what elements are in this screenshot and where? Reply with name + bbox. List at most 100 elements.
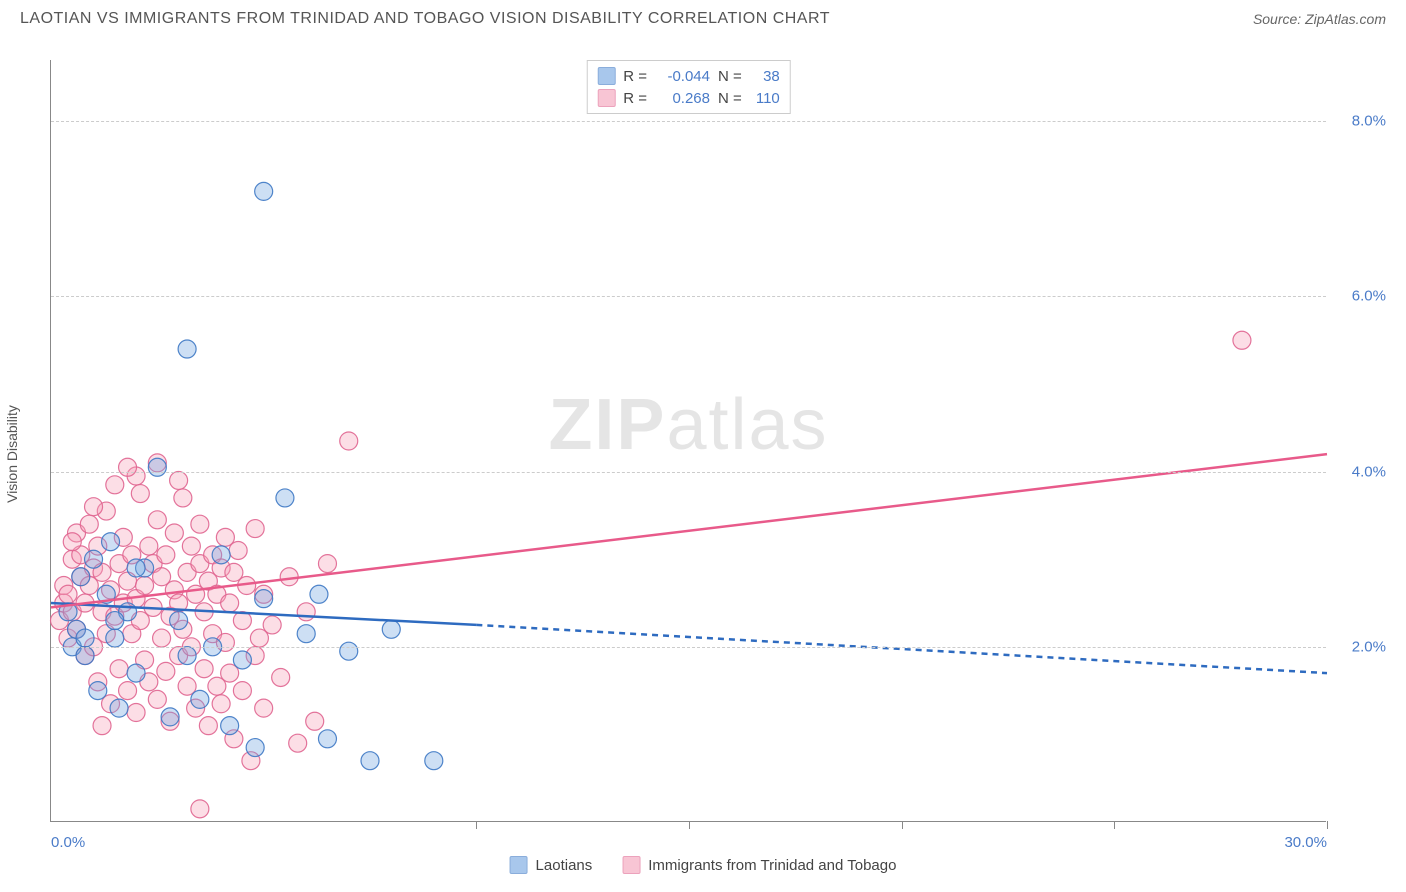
data-point [89,682,107,700]
data-point [178,647,196,665]
gridline [51,296,1326,297]
data-point [127,664,145,682]
data-point [318,555,336,573]
r-value: -0.044 [655,68,710,85]
n-value: 38 [750,68,780,85]
data-point [85,498,103,516]
data-point [246,739,264,757]
legend-label: Laotians [536,857,593,874]
y-tick-label: 4.0% [1352,463,1386,480]
data-point [382,620,400,638]
legend-swatch [597,67,615,85]
data-point [136,577,154,595]
data-point [199,717,217,735]
data-point [76,629,94,647]
data-point [191,800,209,818]
x-tick [1327,821,1328,829]
data-point [361,752,379,770]
x-tick [1114,821,1115,829]
data-point [157,662,175,680]
data-point [148,458,166,476]
data-point [127,704,145,722]
data-point [178,340,196,358]
data-point [297,603,315,621]
data-point [263,616,281,634]
r-label: R = [623,90,647,107]
header: LAOTIAN VS IMMIGRANTS FROM TRINIDAD AND … [0,0,1406,34]
legend-swatch [597,89,615,107]
data-point [255,699,273,717]
legend-item: Laotians [510,856,593,874]
y-axis-label: Vision Disability [4,405,20,503]
data-point [246,520,264,538]
data-point [106,612,124,630]
data-point [272,668,290,686]
data-point [195,660,213,678]
data-point [174,489,192,507]
source-value: ZipAtlas.com [1305,11,1386,27]
data-point [221,594,239,612]
data-point [165,524,183,542]
x-tick-label: 0.0% [51,834,85,851]
data-point [80,515,98,533]
x-tick [689,821,690,829]
data-point [212,695,230,713]
data-point [110,699,128,717]
data-point [318,730,336,748]
data-point [255,590,273,608]
trend-line [51,454,1327,607]
data-point [102,533,120,551]
data-point [340,642,358,660]
n-label: N = [718,68,742,85]
source-label: Source: [1253,11,1301,27]
data-point [85,550,103,568]
data-point [119,458,137,476]
data-point [212,546,230,564]
data-point [297,625,315,643]
data-point [233,682,251,700]
x-tick-label: 30.0% [1284,834,1327,851]
chart-plot-area: ZIPatlas R = -0.044 N = 38 R = 0.268 N =… [50,60,1326,822]
chart-title: LAOTIAN VS IMMIGRANTS FROM TRINIDAD AND … [20,10,830,28]
data-point [306,712,324,730]
series-legend: Laotians Immigrants from Trinidad and To… [510,856,897,874]
data-point [72,568,90,586]
data-point [425,752,443,770]
legend-swatch [622,856,640,874]
n-value: 110 [750,90,780,107]
data-point [59,585,77,603]
scatter-svg [51,60,1327,822]
data-point [131,485,149,503]
data-point [276,489,294,507]
gridline [51,472,1326,473]
r-label: R = [623,68,647,85]
legend-item: Immigrants from Trinidad and Tobago [622,856,896,874]
data-point [119,682,137,700]
data-point [221,717,239,735]
y-tick-label: 2.0% [1352,638,1386,655]
r-value: 0.268 [655,90,710,107]
data-point [153,629,171,647]
data-point [170,471,188,489]
stats-row: R = 0.268 N = 110 [597,87,780,109]
data-point [76,647,94,665]
y-tick-label: 6.0% [1352,288,1386,305]
data-point [110,660,128,678]
data-point [233,651,251,669]
data-point [127,559,145,577]
y-tick-label: 8.0% [1352,113,1386,130]
data-point [157,546,175,564]
data-point [255,182,273,200]
data-point [191,515,209,533]
data-point [310,585,328,603]
data-point [289,734,307,752]
data-point [182,537,200,555]
data-point [1233,331,1251,349]
data-point [229,541,247,559]
x-tick [476,821,477,829]
data-point [191,690,209,708]
trend-line [476,625,1327,673]
x-tick [902,821,903,829]
data-point [106,629,124,647]
legend-swatch [510,856,528,874]
